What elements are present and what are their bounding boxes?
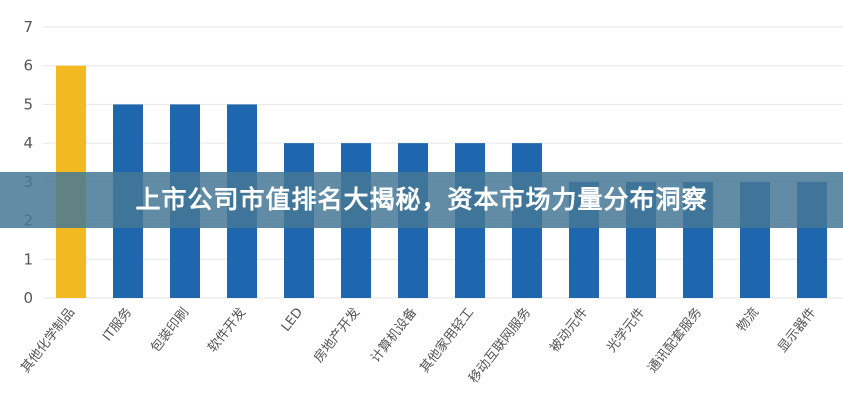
x-category-label: 其他家用轻工 (417, 305, 478, 376)
x-category-label: 移动互联网服务 (466, 305, 535, 387)
y-tick-label: 5 (23, 95, 33, 113)
y-tick-label: 1 (23, 250, 33, 268)
x-category-label: IT服务 (99, 305, 135, 345)
x-category-label: 其他化学制品 (18, 305, 79, 376)
x-category-label: 被动元件 (547, 305, 591, 355)
x-category-label: 通讯配套服务 (645, 305, 706, 376)
x-category-label: 显示器件 (775, 305, 819, 355)
x-category-label: 光学元件 (604, 305, 649, 356)
y-tick-label: 6 (23, 57, 33, 75)
banner-title: 上市公司市值排名大揭秘，资本市场力量分布洞察 (135, 185, 708, 214)
x-category-label: 房地产开发 (311, 305, 364, 366)
x-category-label: LED (279, 305, 307, 334)
title-banner: 上市公司市值排名大揭秘，资本市场力量分布洞察 (0, 172, 843, 228)
y-tick-label: 4 (23, 134, 33, 152)
x-category-label: 软件开发 (205, 305, 250, 356)
y-tick-label: 0 (23, 289, 33, 307)
x-category-label: 物流 (734, 305, 762, 335)
x-category-label: 包装印刷 (148, 305, 192, 355)
y-tick-label: 7 (23, 18, 33, 36)
x-category-label: 计算机设备 (368, 305, 421, 366)
